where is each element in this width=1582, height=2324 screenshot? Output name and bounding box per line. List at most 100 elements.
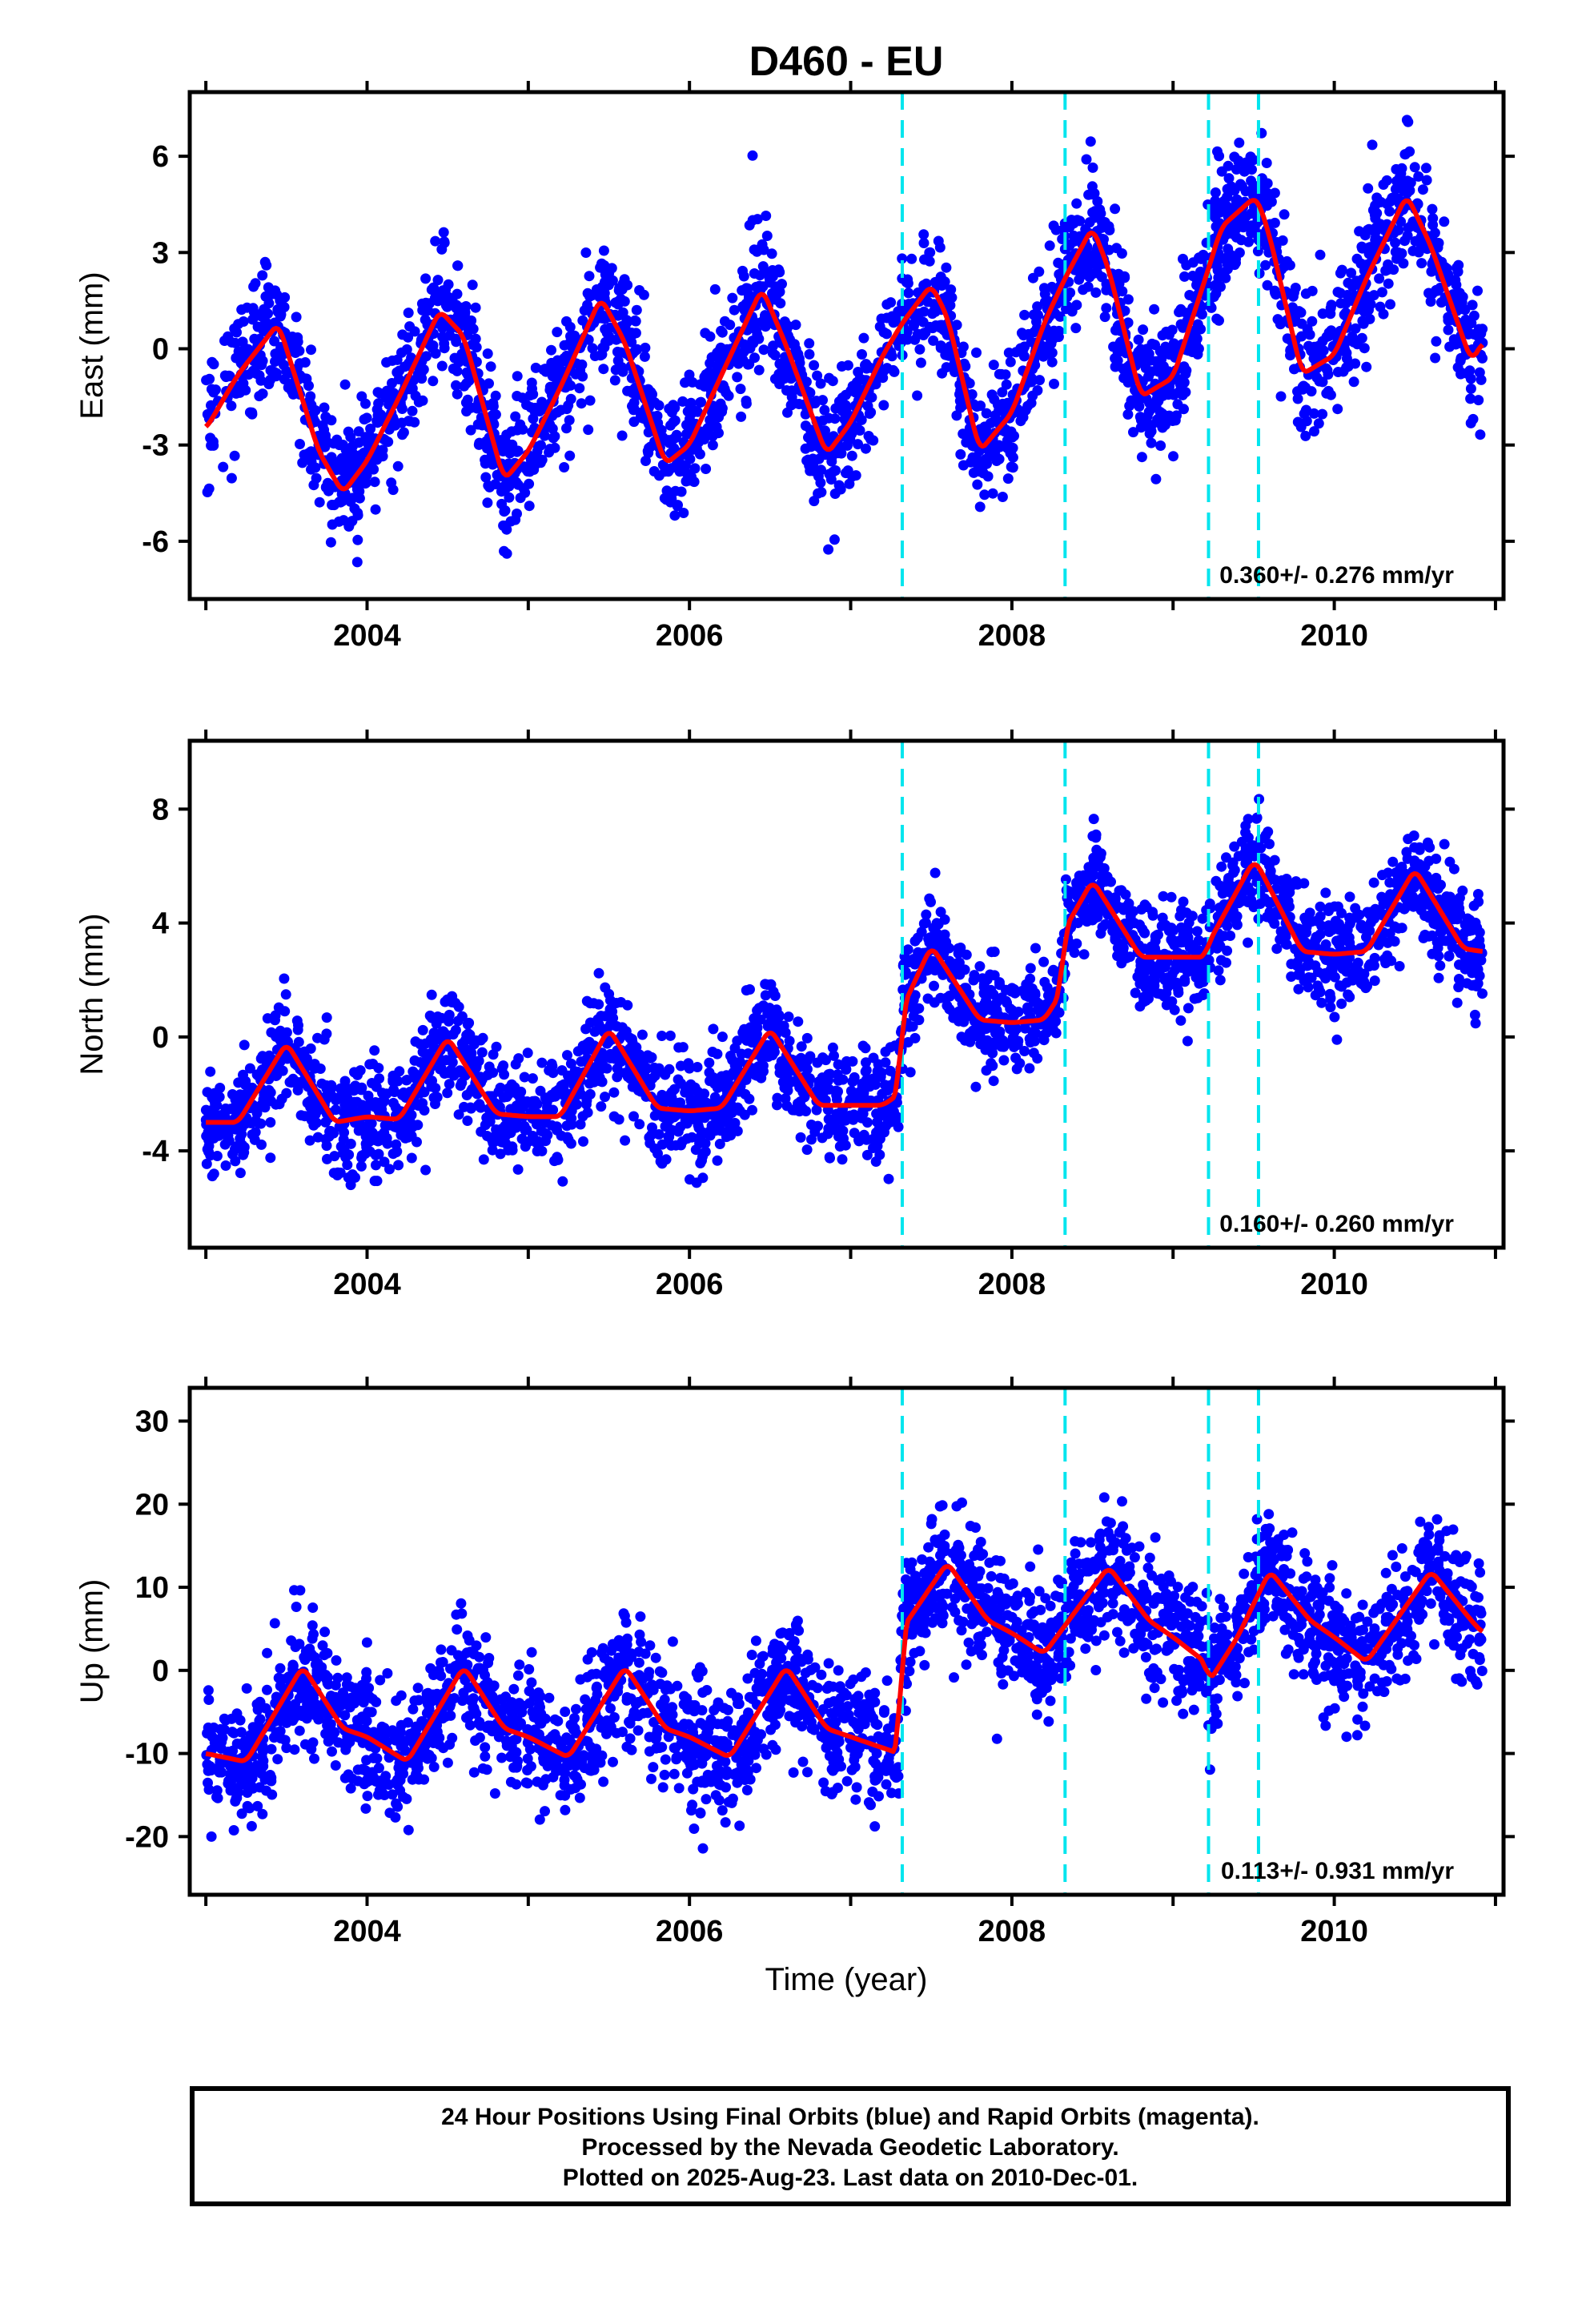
north-data-point: [1303, 956, 1314, 967]
east-data-point: [352, 534, 363, 545]
east-data-point: [345, 496, 356, 507]
east-data-point: [1081, 154, 1092, 165]
north-data-point: [450, 1024, 461, 1035]
north-data-point: [1402, 853, 1413, 864]
east-data-point: [902, 278, 913, 289]
north-data-point: [1175, 1015, 1186, 1026]
east-data-point: [816, 464, 826, 476]
east-data-point: [648, 466, 660, 476]
north-data-point: [1215, 975, 1226, 986]
east-data-point: [580, 247, 592, 258]
east-data-point: [208, 387, 219, 398]
east-data-point: [627, 329, 638, 340]
east-data-point: [950, 367, 960, 377]
north-data-point: [658, 1092, 669, 1104]
north-data-point: [1325, 1002, 1336, 1013]
north-data-point: [201, 1158, 212, 1169]
east-data-point: [809, 360, 820, 371]
north-data-point: [1222, 945, 1233, 956]
east-data-point: [854, 373, 865, 384]
north-data-point: [1088, 814, 1099, 825]
east-data-point: [815, 378, 826, 389]
east-data-point: [858, 332, 869, 344]
east-data-point: [661, 485, 673, 497]
north-data-point: [1073, 885, 1084, 896]
east-data-point: [1426, 266, 1437, 277]
east-data-point: [598, 245, 609, 256]
north-data-point: [1329, 1011, 1340, 1023]
east-data-point: [1223, 243, 1234, 255]
north-data-point: [1025, 1037, 1036, 1048]
north-data-point: [642, 1050, 653, 1061]
east-data-point: [483, 480, 494, 491]
north-data-point: [811, 1104, 822, 1116]
east-data-point: [1362, 291, 1373, 302]
east-data-point: [707, 440, 718, 451]
east-data-point: [346, 448, 357, 459]
north-data-point: [205, 1066, 216, 1077]
east-data-point: [713, 406, 724, 417]
east-data-point: [1313, 418, 1324, 429]
north-data-point: [912, 932, 923, 943]
east-data-point: [1054, 325, 1065, 336]
east-data-point: [314, 497, 325, 508]
north-data-point: [265, 1096, 276, 1107]
east-data-point: [931, 277, 942, 287]
north-data-point: [1255, 842, 1267, 854]
north-data-point: [1011, 1063, 1022, 1075]
east-data-point: [220, 372, 231, 383]
north-data-point: [600, 1092, 610, 1103]
east-data-point: [690, 440, 701, 450]
north-data-point: [363, 1090, 374, 1101]
east-data-point: [687, 376, 698, 388]
east-data-point: [1150, 473, 1162, 485]
east-data-point: [575, 365, 586, 376]
east-data-point: [1279, 209, 1290, 220]
north-data-point: [279, 973, 290, 984]
east-data-point: [388, 388, 399, 399]
east-data-point: [1404, 146, 1415, 157]
east-data-point: [1259, 234, 1270, 245]
north-data-point: [1470, 1018, 1481, 1029]
north-data-point: [1320, 939, 1331, 950]
east-data-point: [1474, 367, 1485, 378]
north-data-point: [223, 1130, 234, 1140]
east-data-point: [1049, 378, 1059, 389]
north-data-point: [744, 1093, 755, 1104]
east-data-point: [430, 348, 441, 359]
east-data-point: [512, 391, 523, 401]
east-data-point: [841, 440, 853, 451]
east-data-point: [1407, 216, 1419, 227]
north-data-point: [665, 1030, 676, 1041]
east-data-point: [1350, 323, 1361, 334]
east-data-point: [1074, 215, 1086, 227]
north-data-point: [315, 1063, 326, 1074]
north-data-point: [837, 1125, 849, 1136]
east-data-point: [827, 376, 838, 387]
east-data-point: [1285, 345, 1296, 356]
east-data-point: [1087, 162, 1098, 173]
north-data-point: [1363, 961, 1375, 972]
east-data-point: [968, 467, 979, 478]
east-data-point: [769, 373, 781, 384]
east-data-point: [749, 244, 760, 255]
north-data-point: [600, 982, 611, 993]
east-data-point: [459, 380, 470, 392]
north-data-point: [783, 1011, 794, 1023]
east-data-point: [971, 401, 982, 412]
east-data-point: [1099, 312, 1110, 323]
east-data-point: [549, 442, 560, 453]
east-data-point: [635, 407, 646, 418]
north-data-point: [924, 893, 935, 904]
east-data-point: [1032, 385, 1043, 396]
north-data-point: [1356, 919, 1367, 931]
east-data-point: [461, 406, 472, 417]
east-data-point: [823, 544, 834, 555]
east-data-point: [353, 437, 364, 448]
east-data-point: [768, 340, 779, 352]
east-data-point: [764, 277, 775, 288]
east-data-point: [1269, 217, 1280, 228]
east-data-point: [1410, 235, 1421, 247]
east-data-point: [269, 336, 280, 347]
north-data-point: [369, 1176, 380, 1187]
